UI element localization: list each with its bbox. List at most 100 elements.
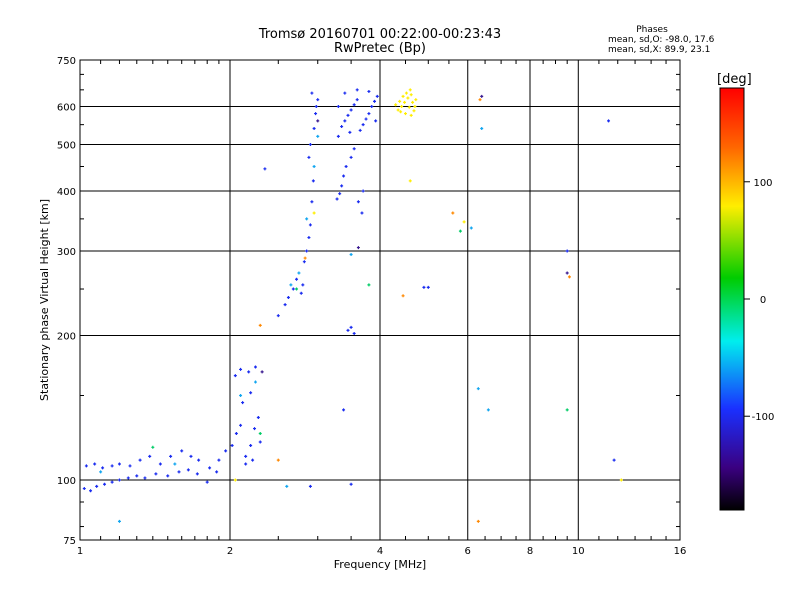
data-point xyxy=(301,283,305,287)
data-point xyxy=(352,147,356,151)
data-point xyxy=(117,462,121,466)
data-point xyxy=(398,99,402,103)
data-point xyxy=(316,119,320,123)
data-point xyxy=(409,93,413,97)
data-point xyxy=(258,440,262,444)
data-point xyxy=(373,99,377,103)
data-point xyxy=(349,325,353,329)
data-point xyxy=(283,303,287,307)
data-point xyxy=(311,179,315,183)
data-point xyxy=(422,285,426,289)
data-point xyxy=(338,192,342,196)
y-tick-label: 200 xyxy=(57,332,76,343)
y-tick-label: 300 xyxy=(57,247,76,258)
data-point xyxy=(414,98,418,102)
data-point xyxy=(151,445,155,449)
data-point xyxy=(336,134,340,138)
data-point xyxy=(356,200,360,204)
data-point xyxy=(408,179,412,183)
data-point xyxy=(308,484,312,488)
data-point xyxy=(316,134,320,138)
data-point xyxy=(205,480,209,484)
data-point xyxy=(263,167,267,171)
y-tick-label: 100 xyxy=(57,476,76,487)
data-point xyxy=(308,223,312,227)
data-point xyxy=(249,391,253,395)
data-point xyxy=(316,98,320,102)
x-axis-ticks: 1 2 4 6 8 10 16 xyxy=(77,60,687,557)
data-point xyxy=(208,466,212,470)
data-point xyxy=(310,91,314,95)
data-point xyxy=(297,271,301,275)
y-tick-label: 400 xyxy=(57,187,76,198)
colorbar xyxy=(719,87,745,511)
y-tick-label: 500 xyxy=(57,141,76,152)
data-point xyxy=(291,287,295,291)
data-point xyxy=(352,103,356,107)
plot-frame xyxy=(79,59,681,541)
data-point xyxy=(401,94,405,98)
data-point xyxy=(158,462,162,466)
data-point xyxy=(286,296,290,300)
chart-title: Tromsø 20160701 00:22:00-00:23:43 xyxy=(258,27,501,42)
data-point xyxy=(401,294,405,298)
data-point xyxy=(314,105,318,109)
data-point xyxy=(302,260,306,264)
data-point xyxy=(307,155,311,159)
data-point xyxy=(462,220,466,224)
data-point xyxy=(612,458,616,462)
data-point xyxy=(128,464,132,468)
data-point xyxy=(396,108,400,112)
data-point xyxy=(189,454,193,458)
data-point xyxy=(349,253,353,257)
data-point xyxy=(312,211,316,215)
data-point xyxy=(173,462,177,466)
data-point xyxy=(340,184,344,188)
data-point xyxy=(308,143,312,147)
data-point xyxy=(82,487,86,491)
data-point xyxy=(247,370,251,374)
data-point xyxy=(253,365,257,369)
data-point xyxy=(375,94,379,98)
data-point xyxy=(567,275,571,279)
data-point xyxy=(476,519,480,523)
data-point xyxy=(126,476,130,480)
data-point xyxy=(413,105,417,109)
data-point xyxy=(217,458,221,462)
data-point xyxy=(367,89,371,93)
data-point xyxy=(177,470,181,474)
data-point xyxy=(256,415,260,419)
data-point xyxy=(249,444,253,448)
chart-subtitle: RwPretec (Bp) xyxy=(334,41,426,56)
legend-line-x: mean, sd,X: 89.9, 23.1 xyxy=(608,45,710,55)
data-point xyxy=(355,88,359,92)
data-point xyxy=(89,489,93,493)
data-point xyxy=(486,408,490,412)
data-point xyxy=(239,367,243,371)
x-tick-label: 8 xyxy=(527,546,533,557)
legend-title: Phases xyxy=(636,25,668,35)
x-tick-label: 1 xyxy=(77,546,83,557)
data-point xyxy=(349,108,353,112)
data-point xyxy=(166,474,170,478)
data-point xyxy=(343,119,347,123)
data-point xyxy=(349,155,353,159)
data-point xyxy=(565,408,569,412)
data-point xyxy=(469,226,473,230)
y-axis-label: Stationary phase Virtual Height [km] xyxy=(38,199,51,401)
x-tick-label: 16 xyxy=(674,546,687,557)
data-point xyxy=(305,249,309,253)
data-point xyxy=(346,113,350,117)
colorbar-tick-label: 100 xyxy=(753,178,772,189)
data-point xyxy=(276,314,280,318)
data-point xyxy=(101,466,105,470)
data-point xyxy=(367,283,371,287)
data-point xyxy=(285,484,289,488)
data-point xyxy=(340,125,344,129)
colorbar-tick-label: 0 xyxy=(760,295,766,306)
data-point xyxy=(478,98,482,102)
data-point xyxy=(394,103,398,107)
data-point xyxy=(154,472,158,476)
data-point xyxy=(336,105,340,109)
